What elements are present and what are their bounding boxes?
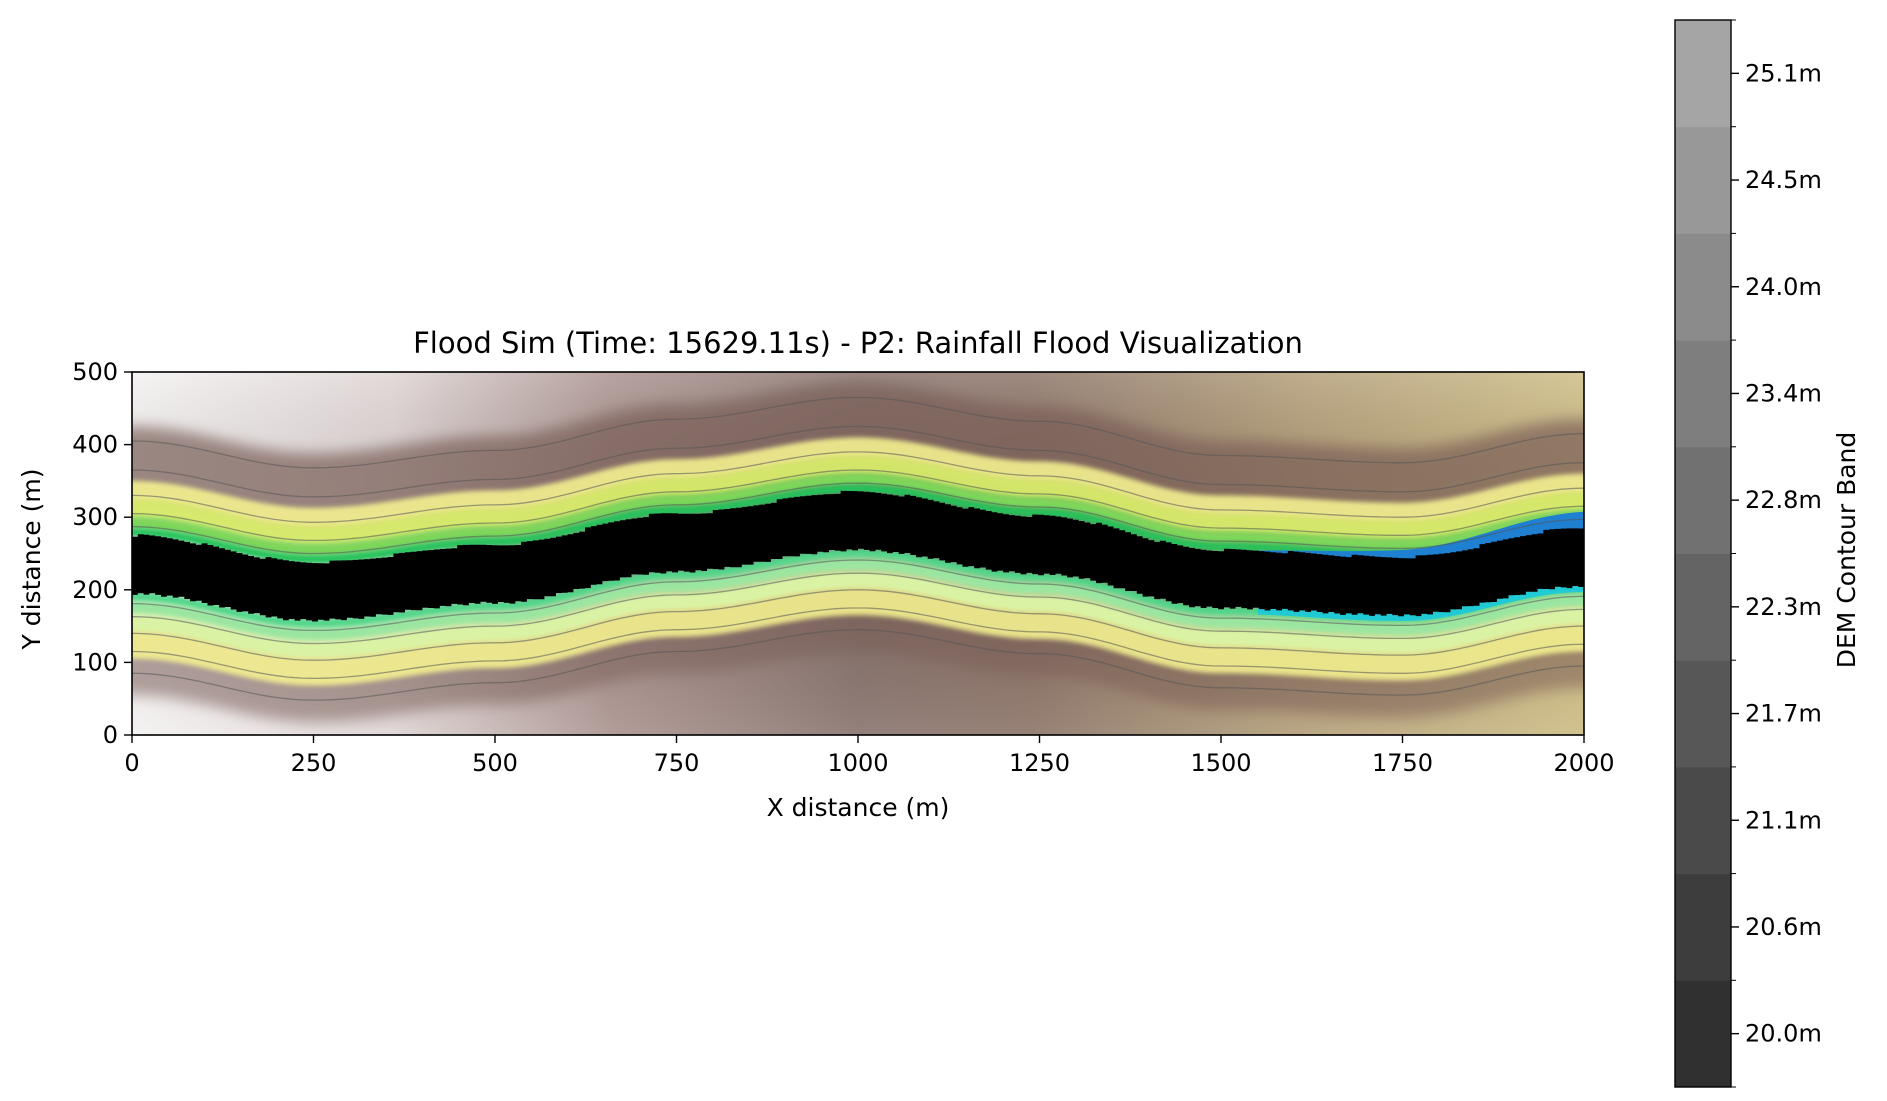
colorbar-tick-label: 21.7m	[1745, 700, 1822, 728]
contour-line	[132, 607, 1584, 680]
contour-line	[132, 559, 1584, 632]
dem-contour-lines	[132, 396, 1584, 701]
colorbar-band	[1675, 980, 1731, 1088]
contour-line	[132, 425, 1584, 498]
colorbar: 20.0m 20.6m 21.1m 21.7m 22.3m 22.8m 23.4m 24.0m…	[1674, 19, 1822, 1088]
colorbar-tick-label: 20.0m	[1745, 1020, 1822, 1048]
flooded-cells	[132, 490, 1584, 622]
colorbar-band	[1675, 233, 1731, 341]
x-tick-label: 0	[124, 749, 139, 777]
x-tick-label: 500	[472, 749, 518, 777]
colorbar-tick-label: 24.5m	[1745, 166, 1822, 194]
colorbar-band	[1675, 446, 1731, 554]
colorbar-band	[1675, 553, 1731, 661]
y-axis-label: Y distance (m)	[17, 469, 46, 651]
x-tick-label: 1250	[1009, 749, 1070, 777]
chart-title: Flood Sim (Time: 15629.11s) - P2: Rainfa…	[413, 326, 1303, 360]
contour-line	[132, 629, 1584, 701]
contour-line	[132, 469, 1584, 542]
plot-area	[132, 372, 1584, 735]
colorbar-band	[1675, 340, 1731, 448]
contour-line	[132, 482, 1584, 555]
colorbar-band	[1675, 660, 1731, 768]
bank-band	[132, 437, 1584, 530]
contour-line	[132, 451, 1584, 523]
x-tick-label: 250	[291, 749, 337, 777]
colorbar-band	[1675, 766, 1731, 875]
colorbar-tick-label: 20.6m	[1745, 913, 1822, 941]
y-tick-label: 200	[72, 576, 118, 604]
bank-band	[132, 570, 1584, 661]
bank-band	[132, 484, 1584, 564]
x-axis-label: X distance (m)	[767, 793, 950, 822]
colorbar-tick-label: 25.1m	[1745, 59, 1822, 87]
contour-line	[132, 572, 1584, 645]
x-axis: 0 250 500 750 1000 1250 1500 1750 2000	[124, 735, 1615, 777]
contour-line	[132, 396, 1584, 469]
x-tick-label: 750	[654, 749, 700, 777]
y-tick-label: 500	[72, 358, 118, 386]
bank-band	[132, 557, 1584, 643]
y-tick-label: 100	[72, 648, 118, 676]
x-tick-label: 1000	[827, 749, 888, 777]
colorbar-tick-label: 22.3m	[1745, 593, 1822, 621]
x-tick-label: 1500	[1190, 749, 1251, 777]
colorbar-band	[1675, 873, 1731, 981]
y-tick-label: 300	[72, 503, 118, 531]
colorbar-band	[1675, 126, 1731, 234]
colorbar-tick-label: 22.8m	[1745, 486, 1822, 514]
x-tick-label: 2000	[1553, 749, 1614, 777]
deep-water	[1257, 511, 1584, 560]
x-tick-label: 1750	[1372, 749, 1433, 777]
y-tick-label: 400	[72, 431, 118, 459]
colorbar-tick-label: 24.0m	[1745, 273, 1822, 301]
contour-line	[132, 589, 1584, 661]
y-axis: 0 100 200 300 400 500	[72, 358, 132, 749]
y-tick-label: 0	[103, 721, 118, 749]
colorbar-label: DEM Contour Band	[1832, 432, 1861, 669]
valley-lower-flank	[132, 578, 1584, 722]
colorbar-tick-label: 23.4m	[1745, 379, 1822, 407]
colorbar-band	[1675, 20, 1731, 128]
colorbar-tick-label: 21.1m	[1745, 806, 1822, 834]
flood-extent	[132, 490, 1584, 622]
